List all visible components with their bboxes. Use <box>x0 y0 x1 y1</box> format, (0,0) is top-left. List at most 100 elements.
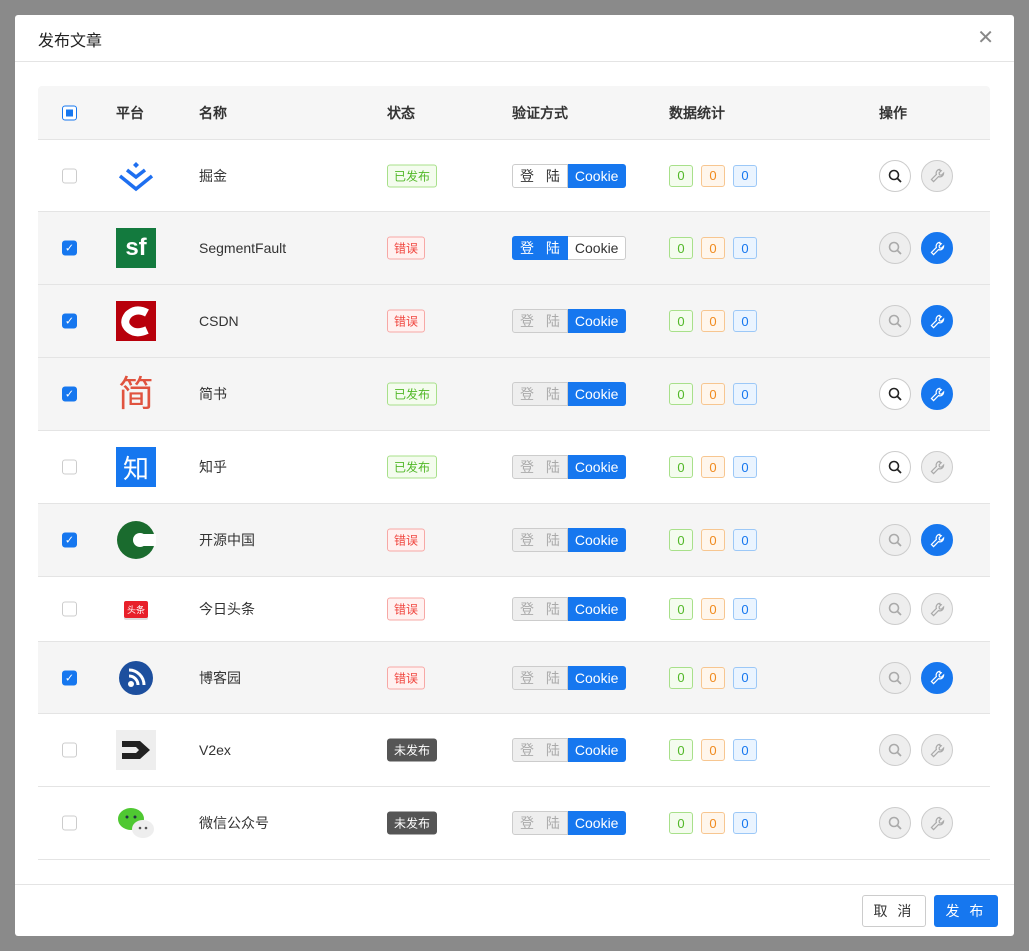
auth-method-toggle[interactable]: 登 陆 Cookie <box>512 528 627 552</box>
platform-name: SegmentFault <box>199 240 287 256</box>
auth-method-toggle[interactable]: 登 陆 Cookie <box>512 738 627 762</box>
login-option[interactable]: 登 陆 <box>512 309 568 333</box>
settings-button[interactable] <box>921 661 953 694</box>
stat-success: 0 <box>669 529 693 551</box>
stat-info: 0 <box>733 529 757 551</box>
settings-button[interactable] <box>921 524 953 556</box>
auth-method-toggle[interactable]: 登 陆 Cookie <box>512 382 627 406</box>
auth-method-toggle[interactable]: 登 陆 Cookie <box>512 236 627 260</box>
publish-dialog: 发布文章 ✕ 平台 名称 状态 验证方式 数据统计 操作 掘金 已发布 登 陆 … <box>15 15 1014 936</box>
table-row[interactable]: ✓ CSDN 错误 登 陆 Cookie 0 0 0 <box>38 285 990 358</box>
stat-success: 0 <box>669 237 693 259</box>
row-checkbox[interactable]: ✓ <box>62 313 77 329</box>
auth-method-toggle[interactable]: 登 陆 Cookie <box>512 309 627 333</box>
settings-button[interactable] <box>921 305 953 337</box>
header-status: 状态 <box>387 104 415 121</box>
search-button[interactable] <box>879 305 911 337</box>
table-row[interactable]: ✓ sf SegmentFault 错误 登 陆 Cookie 0 0 0 <box>38 212 990 285</box>
row-actions <box>879 159 953 192</box>
auth-method-toggle[interactable]: 登 陆 Cookie <box>512 597 627 621</box>
row-actions <box>879 305 953 337</box>
publish-button[interactable]: 发 布 <box>934 895 998 927</box>
login-option[interactable]: 登 陆 <box>512 528 568 552</box>
search-button[interactable] <box>879 159 911 192</box>
search-button[interactable] <box>879 451 911 483</box>
cookie-option[interactable]: Cookie <box>567 382 627 406</box>
table-row[interactable]: V2ex 未发布 登 陆 Cookie 0 0 0 <box>38 714 990 787</box>
table-row[interactable]: 知 知乎 已发布 登 陆 Cookie 0 0 0 <box>38 431 990 504</box>
auth-method-toggle[interactable]: 登 陆 Cookie <box>512 811 627 835</box>
cookie-option[interactable]: Cookie <box>567 665 627 690</box>
auth-method-toggle[interactable]: 登 陆 Cookie <box>512 455 627 479</box>
status-badge: 未发布 <box>387 738 438 762</box>
row-checkbox[interactable] <box>62 168 77 183</box>
stat-warning: 0 <box>701 812 725 834</box>
login-option[interactable]: 登 陆 <box>512 382 568 406</box>
settings-button[interactable] <box>921 593 953 625</box>
cookie-option[interactable]: Cookie <box>567 455 627 479</box>
header-name: 名称 <box>199 104 227 121</box>
platform-logo-jianshu: 简 <box>117 373 154 414</box>
settings-button[interactable] <box>921 734 953 766</box>
stat-success: 0 <box>669 310 693 332</box>
stat-success: 0 <box>669 383 693 405</box>
platform-name: 简书 <box>199 386 227 402</box>
login-option[interactable]: 登 陆 <box>512 665 568 690</box>
cookie-option[interactable]: Cookie <box>567 811 627 835</box>
row-checkbox[interactable]: ✓ <box>62 670 77 685</box>
row-checkbox[interactable]: ✓ <box>62 240 77 256</box>
login-option[interactable]: 登 陆 <box>512 811 568 835</box>
table-row[interactable]: ✓ 开源中国 错误 登 陆 Cookie 0 0 0 <box>38 504 990 577</box>
cookie-option[interactable]: Cookie <box>567 528 627 552</box>
cookie-option[interactable]: Cookie <box>567 163 627 188</box>
stats-group: 0 0 0 <box>669 739 757 761</box>
table-row[interactable]: 微信公众号 未发布 登 陆 Cookie 0 0 0 <box>38 787 990 860</box>
platform-table: 平台 名称 状态 验证方式 数据统计 操作 掘金 已发布 登 陆 Cookie … <box>38 86 990 860</box>
row-checkbox[interactable]: ✓ <box>62 386 77 402</box>
row-checkbox[interactable]: ✓ <box>62 532 77 548</box>
stat-info: 0 <box>733 164 757 187</box>
row-checkbox[interactable] <box>62 742 77 758</box>
cookie-option[interactable]: Cookie <box>567 738 627 762</box>
search-button[interactable] <box>879 807 911 839</box>
settings-button[interactable] <box>921 451 953 483</box>
wrench-icon <box>930 314 945 329</box>
header-ops: 操作 <box>879 104 907 121</box>
auth-method-toggle[interactable]: 登 陆 Cookie <box>512 163 627 188</box>
search-button[interactable] <box>879 734 911 766</box>
status-badge: 已发布 <box>387 164 438 187</box>
cookie-option[interactable]: Cookie <box>567 309 627 333</box>
search-button[interactable] <box>879 593 911 625</box>
table-row[interactable]: 掘金 已发布 登 陆 Cookie 0 0 0 <box>38 140 990 212</box>
cookie-option[interactable]: Cookie <box>567 597 627 621</box>
header-auth: 验证方式 <box>512 104 568 121</box>
row-checkbox[interactable] <box>62 815 77 831</box>
login-option[interactable]: 登 陆 <box>512 236 568 260</box>
cancel-button[interactable]: 取 消 <box>862 895 926 927</box>
table-row[interactable]: ✓ 简 简书 已发布 登 陆 Cookie 0 0 0 <box>38 358 990 431</box>
login-option[interactable]: 登 陆 <box>512 163 568 188</box>
cookie-option[interactable]: Cookie <box>567 236 627 260</box>
search-button[interactable] <box>879 378 911 410</box>
settings-button[interactable] <box>921 378 953 410</box>
search-button[interactable] <box>879 232 911 264</box>
settings-button[interactable] <box>921 159 953 192</box>
table-row[interactable]: ✓ 博客园 错误 登 陆 Cookie 0 0 0 <box>38 642 990 714</box>
login-option[interactable]: 登 陆 <box>512 597 568 621</box>
stat-info: 0 <box>733 383 757 405</box>
login-option[interactable]: 登 陆 <box>512 455 568 479</box>
auth-method-toggle[interactable]: 登 陆 Cookie <box>512 665 627 690</box>
search-button[interactable] <box>879 661 911 694</box>
login-option[interactable]: 登 陆 <box>512 738 568 762</box>
row-checkbox[interactable] <box>62 459 77 475</box>
settings-button[interactable] <box>921 807 953 839</box>
row-checkbox[interactable] <box>62 601 77 617</box>
settings-button[interactable] <box>921 232 953 264</box>
header-platform: 平台 <box>116 104 144 121</box>
search-button[interactable] <box>879 524 911 556</box>
wrench-icon <box>930 387 945 402</box>
table-row[interactable]: 头条 今日头条 错误 登 陆 Cookie 0 0 0 <box>38 577 990 642</box>
select-all-checkbox[interactable] <box>62 105 77 120</box>
close-icon[interactable]: ✕ <box>977 27 994 49</box>
row-actions <box>879 524 953 556</box>
